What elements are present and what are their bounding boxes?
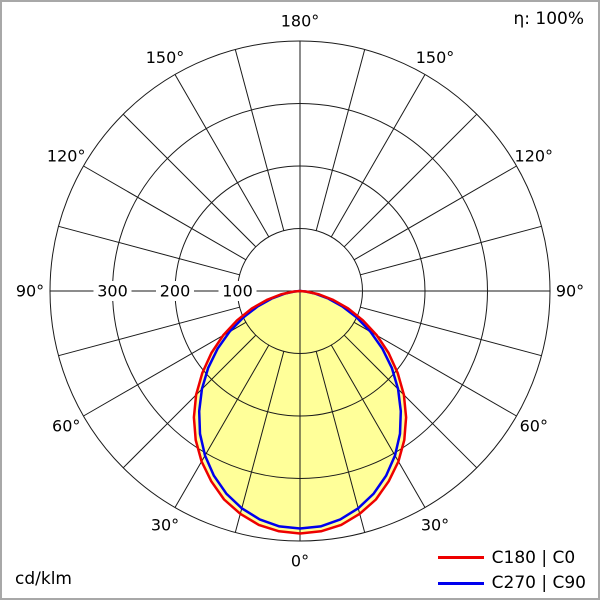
grid-spoke: [174, 344, 270, 508]
radial-tick-label: 200: [160, 282, 191, 301]
unit-label: cd/klm: [15, 569, 72, 589]
angle-label: 120°: [515, 147, 554, 166]
grid-spoke: [83, 321, 247, 417]
grid-spoke: [343, 334, 478, 469]
grid-spoke: [122, 334, 257, 469]
angle-label: 30°: [421, 515, 449, 534]
grid-spoke: [58, 225, 240, 276]
curve-c180-c0: [192, 289, 408, 535]
grid-spoke: [353, 321, 517, 417]
angle-label: 180°: [281, 12, 320, 31]
angle-label: 150°: [416, 48, 455, 67]
grid-spoke: [360, 225, 542, 276]
legend-line-c90: [437, 582, 484, 586]
curve-c270-c90: [197, 289, 403, 530]
legend-item-c0: C180 | C0: [437, 547, 586, 568]
angle-label: 30°: [151, 515, 179, 534]
grid-spoke: [330, 74, 426, 238]
tick-label-bg: [93, 281, 132, 301]
legend: C180 | C0 C270 | C90: [437, 547, 586, 594]
grid-spoke: [315, 49, 366, 231]
grid-spoke: [234, 351, 285, 533]
angle-label: 60°: [52, 417, 80, 436]
grid-spoke: [58, 306, 240, 357]
angle-label: 60°: [520, 417, 548, 436]
grid-spoke: [83, 165, 247, 261]
radial-tick-label: 300: [97, 282, 128, 301]
grid-spoke: [315, 351, 366, 533]
legend-line-c0: [437, 556, 484, 560]
grid-spoke: [330, 344, 426, 508]
grid-spoke: [360, 306, 542, 357]
tick-label-bg: [218, 281, 257, 301]
tick-label-bg: [156, 281, 194, 301]
efficiency-label: η: 100%: [513, 9, 584, 29]
angle-label: 90°: [16, 282, 44, 301]
angle-label: 0°: [291, 552, 309, 571]
legend-label-c90: C270 | C90: [491, 573, 586, 594]
angle-label: 120°: [47, 147, 86, 166]
grid-spoke: [122, 113, 257, 248]
grid-spoke: [353, 165, 517, 261]
grid-spoke: [174, 74, 270, 238]
legend-label-c0: C180 | C0: [491, 547, 576, 568]
legend-item-c90: C270 | C90: [437, 573, 586, 594]
radial-tick-label: 100: [222, 282, 253, 301]
grid-spoke: [343, 113, 478, 248]
angle-label: 150°: [146, 48, 185, 67]
angle-label: 90°: [556, 282, 584, 301]
grid-spoke: [234, 49, 285, 231]
